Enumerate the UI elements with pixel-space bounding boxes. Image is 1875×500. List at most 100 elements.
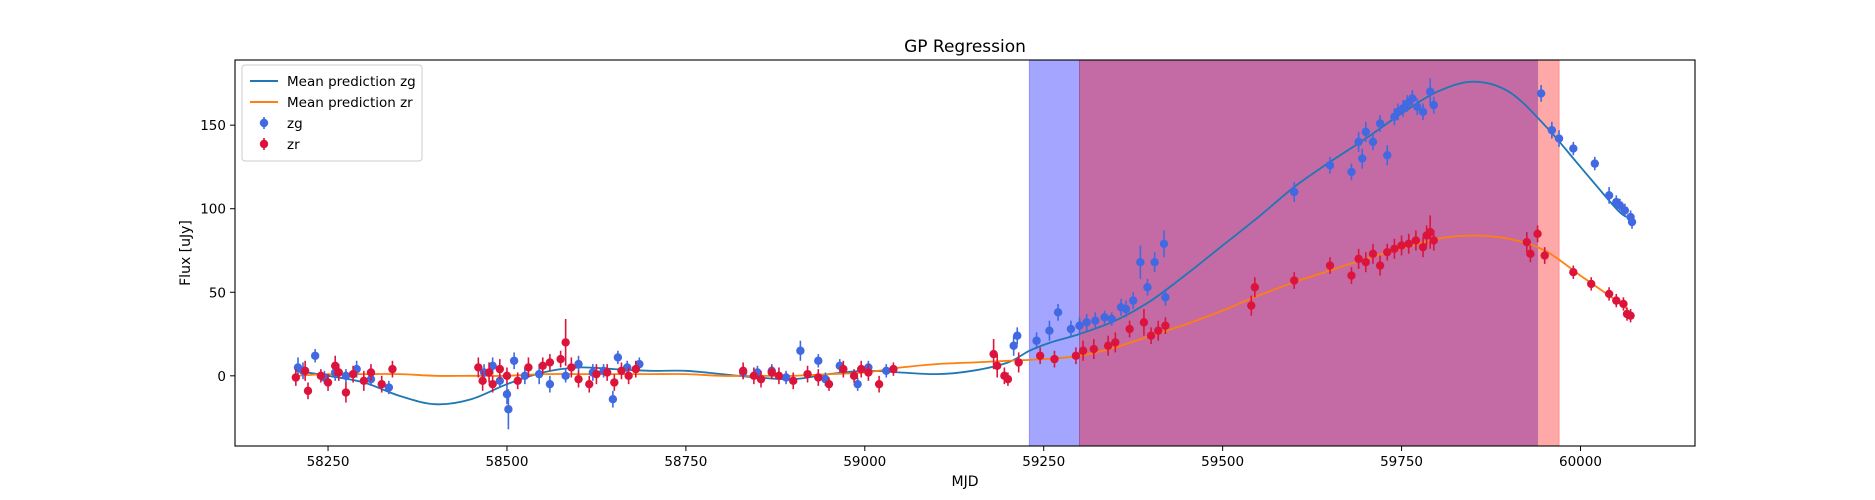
point-zg [1383,151,1392,160]
point-zr [574,374,583,384]
x-tick-label: 59000 [843,454,886,470]
point-zr [1325,261,1335,270]
point-zg [1368,137,1378,147]
point-zr [495,364,505,374]
chart-title: GP Regression [904,37,1026,57]
point-zr [300,366,310,376]
legend: Mean prediction zg Mean prediction zr zg zr [241,64,423,162]
point-zr [592,369,601,379]
point-zg [1620,206,1630,215]
point-zg [1136,257,1145,267]
point-zr [610,378,619,387]
point-zr [1540,251,1549,260]
x-tick-label: 59750 [1380,454,1423,470]
point-zr [631,364,640,374]
point-zg [509,356,519,365]
point-zr [1368,249,1378,259]
point-zr [366,368,376,377]
point-zr [1089,344,1099,354]
point-zg [1408,94,1417,103]
point-zg [1358,154,1367,163]
point-zg [1425,87,1435,96]
point-zr [1418,242,1428,252]
point-zr [1139,318,1149,327]
point-zg [1627,217,1637,227]
point-zr [323,378,333,387]
point-zr [538,361,547,370]
y-tick-label: 150 [200,118,226,134]
point-zr [617,366,626,376]
shaded-region-overlap [1079,60,1538,446]
point-zg [1547,125,1557,135]
legend-box [241,64,423,162]
point-zr [789,376,798,386]
point-zr [824,379,834,389]
point-zg [1100,313,1109,322]
point-zr [738,366,748,376]
point-zr [767,368,776,377]
y-tick-label: 0 [217,369,226,385]
point-zr [1354,254,1363,264]
point-zr [1404,239,1413,249]
point-zg [520,371,530,381]
point-zr [749,371,759,381]
point-zg [1354,137,1363,147]
y-tick-label: 100 [200,202,226,218]
point-zr [474,363,483,372]
legend-label-3: zr [287,137,300,153]
point-zg [1418,107,1428,117]
axes: 58250 58500 58750 59000 59250 59500 59750 60000… [200,118,1602,470]
point-zr [1569,268,1578,277]
point-zr [624,371,633,381]
point-zr [488,379,497,389]
point-zr [774,371,784,381]
point-zg [1032,336,1041,345]
point-zr [1154,326,1163,335]
point-zg [545,379,555,389]
point-zr [513,376,522,386]
point-zr [291,373,301,382]
point-zr [1397,241,1406,250]
point-zr [1003,374,1013,384]
point-zg [1361,127,1370,137]
point-zr [1390,244,1399,254]
point-zg [781,373,791,382]
point-zr [1612,296,1621,305]
point-zr [316,371,326,381]
point-zg [1375,119,1385,128]
point-zr [1411,236,1421,245]
legend-marker-2 [259,118,269,128]
point-zr [1050,354,1059,364]
point-zg [1066,324,1076,334]
legend-label-0: Mean prediction zg [287,74,416,90]
point-zr [348,369,358,379]
point-zr [1146,331,1156,340]
point-zr [1429,236,1438,245]
point-zr [330,361,340,370]
point-zr [1619,299,1628,309]
point-zg [796,346,805,355]
point-zr [1103,341,1113,350]
point-zr [478,376,487,386]
point-zg [814,356,823,365]
point-zg [1590,159,1600,168]
point-zg [1569,144,1578,153]
point-zg [1536,89,1546,98]
point-zr [1604,289,1614,299]
legend-marker-3 [259,139,269,149]
point-zr [1587,279,1596,289]
point-zr [1125,324,1134,334]
point-zr [585,379,594,389]
shaded-regions [1028,60,1560,446]
point-zg [1053,308,1063,317]
point-zr [1347,271,1356,280]
point-zr [567,363,576,372]
point-zr [1290,276,1299,285]
point-zr [334,368,343,377]
y-axis-label: Flux [uJy] [178,220,194,286]
point-zr [1250,283,1260,292]
point-zg [1159,239,1169,249]
point-zr [1161,321,1170,330]
